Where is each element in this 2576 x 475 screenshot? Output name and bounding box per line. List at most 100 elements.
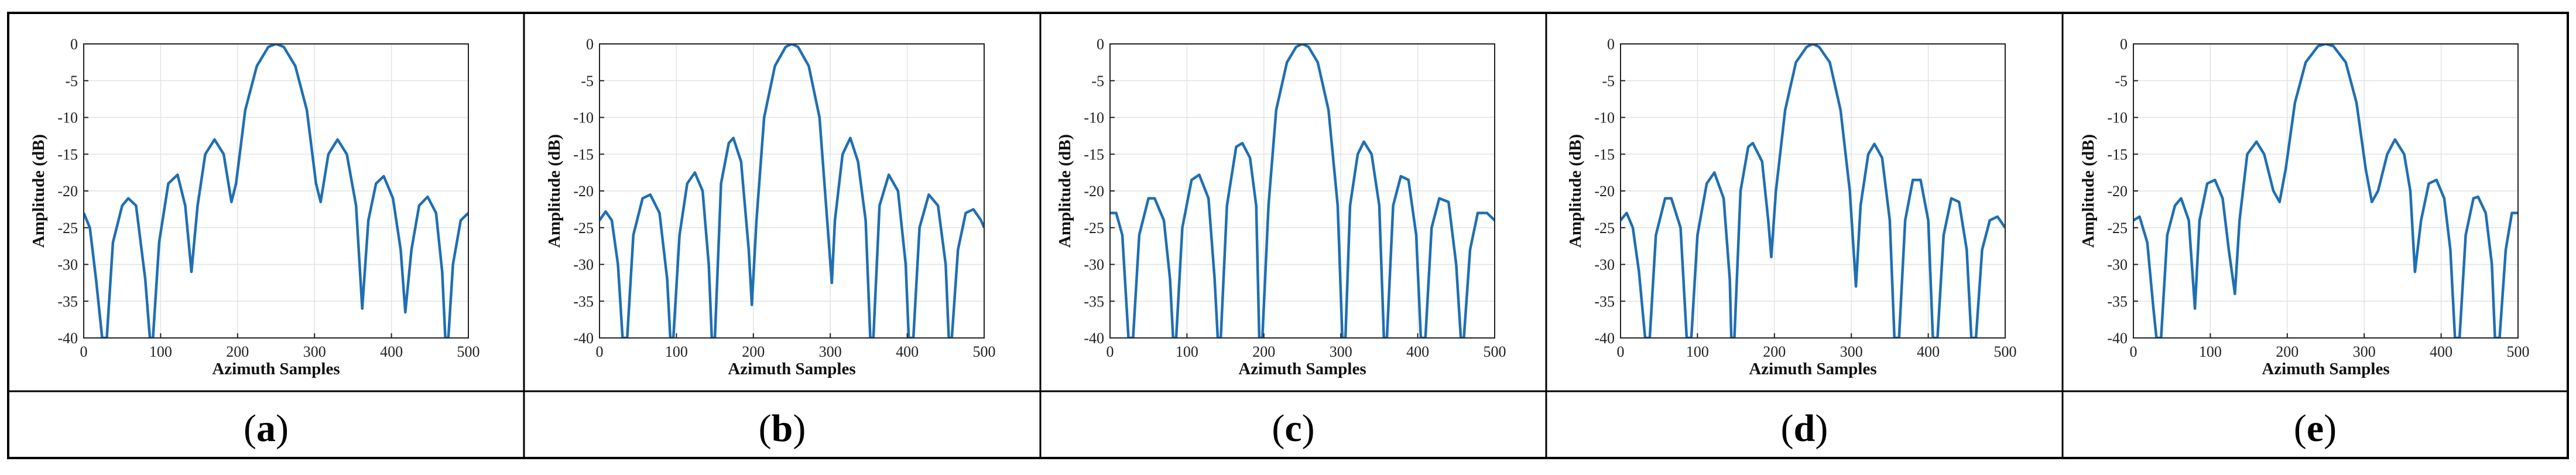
y-axis-label: Amplitude (dB) <box>29 134 48 248</box>
y-tick-label: -10 <box>57 110 78 127</box>
x-tick-label: 300 <box>1330 343 1352 360</box>
table-frame <box>7 12 2569 459</box>
x-tick-label: 500 <box>2507 343 2530 360</box>
panel-label: (e) <box>2294 407 2337 450</box>
y-tick-label: -30 <box>57 257 78 274</box>
panel-label: (a) <box>244 407 289 450</box>
chart-panel-a: 0 100 200 300 400 500 0 -5 -10 -15 -20 -25 -30 -35 -40… <box>29 36 480 450</box>
x-axis-label: Azimuth Samples <box>1238 360 1366 378</box>
data-series-line <box>600 44 984 338</box>
y-tick-label: -15 <box>1594 146 1615 163</box>
panel-label: (c) <box>1272 407 1314 450</box>
x-tick-label: 400 <box>380 343 403 360</box>
y-tick-label: -20 <box>573 183 594 200</box>
y-axis-label: Amplitude (dB) <box>1056 134 1074 248</box>
chart-panel-b: 0 100 200 300 400 500 0 -5 -10 -15 -20 -25 -30 -35 -40… <box>545 36 996 450</box>
panel-label-letter: c <box>1284 407 1301 450</box>
y-tick-label: 0 <box>2120 36 2128 53</box>
y-tick-label: -40 <box>573 330 594 347</box>
y-tick-label: -20 <box>1084 183 1104 200</box>
x-tick-label: 100 <box>665 343 688 360</box>
y-tick-label: -20 <box>2107 183 2128 200</box>
data-series-line <box>1110 44 1495 338</box>
y-tick-label: -15 <box>57 146 78 163</box>
y-tick-label: -15 <box>2107 146 2128 163</box>
y-tick-label: -15 <box>573 146 594 163</box>
x-tick-label: 300 <box>303 343 326 360</box>
x-tick-label: 0 <box>2130 343 2137 360</box>
y-tick-label: 0 <box>70 36 78 53</box>
panel-label-letter: e <box>2307 407 2324 450</box>
x-axis-label: Azimuth Samples <box>1749 360 1876 378</box>
data-series-line <box>84 44 468 338</box>
y-tick-label: -35 <box>57 293 78 310</box>
x-tick-label: 0 <box>80 343 88 360</box>
x-tick-label: 100 <box>149 343 172 360</box>
y-tick-label: -30 <box>573 257 594 274</box>
x-tick-label: 400 <box>1917 343 1940 360</box>
y-tick-label: -20 <box>1594 183 1615 200</box>
data-series-line <box>2133 44 2518 338</box>
panel-label-letter: b <box>772 407 793 450</box>
x-tick-label: 0 <box>1617 343 1625 360</box>
y-tick-label: -5 <box>581 73 594 90</box>
y-tick-label: -25 <box>2107 220 2128 237</box>
y-tick-label: -15 <box>1084 146 1104 163</box>
y-axis-label: Amplitude (dB) <box>545 134 564 248</box>
x-tick-label: 100 <box>1176 343 1198 360</box>
y-tick-label: -5 <box>65 73 78 90</box>
data-series-line <box>1621 44 2005 338</box>
x-tick-label: 300 <box>819 343 842 360</box>
x-axis-label: Azimuth Samples <box>212 360 340 378</box>
y-tick-label: -35 <box>1084 293 1104 310</box>
y-tick-label: -30 <box>1594 257 1615 274</box>
y-tick-label: 0 <box>1607 36 1615 53</box>
y-tick-label: -30 <box>1084 257 1104 274</box>
y-tick-label: -5 <box>1091 73 1104 90</box>
y-tick-label: -35 <box>573 293 594 310</box>
y-tick-label: -5 <box>1602 73 1615 90</box>
y-tick-label: -40 <box>2107 330 2128 347</box>
y-tick-label: -25 <box>1084 220 1104 237</box>
y-tick-label: -10 <box>573 110 594 127</box>
x-tick-label: 0 <box>1107 343 1114 360</box>
x-tick-label: 500 <box>1994 343 2017 360</box>
x-tick-label: 200 <box>1763 343 1786 360</box>
x-tick-label: 100 <box>1686 343 1709 360</box>
x-tick-label: 200 <box>226 343 249 360</box>
chart-panel-c: 0 100 200 300 400 500 0 -5 -10 -15 -20 -25 -30 -35 -40… <box>1056 36 1506 450</box>
panel-label: (b) <box>759 407 806 450</box>
y-axis-label: Amplitude (dB) <box>2079 134 2098 248</box>
x-axis-label: Azimuth Samples <box>728 360 855 378</box>
y-tick-label: -25 <box>1594 220 1615 237</box>
panel-label-letter: d <box>1794 407 1815 450</box>
x-tick-label: 400 <box>896 343 919 360</box>
y-tick-label: -35 <box>1594 293 1615 310</box>
y-tick-label: -40 <box>1594 330 1615 347</box>
y-tick-label: -30 <box>2107 257 2128 274</box>
x-tick-label: 100 <box>2199 343 2222 360</box>
y-tick-label: 0 <box>586 36 594 53</box>
chart-panel-d: 0 100 200 300 400 500 0 -5 -10 -15 -20 -25 -30 -35 -40… <box>1566 36 2017 450</box>
y-axis-label: Amplitude (dB) <box>1566 134 1585 248</box>
y-tick-label: -35 <box>2107 293 2128 310</box>
panel-label-letter: a <box>256 407 276 450</box>
x-tick-label: 400 <box>2430 343 2452 360</box>
y-tick-label: -10 <box>2107 110 2128 127</box>
x-tick-label: 500 <box>1484 343 1506 360</box>
x-axis-label: Azimuth Samples <box>2262 360 2389 378</box>
y-tick-label: -20 <box>57 183 78 200</box>
y-tick-label: -40 <box>57 330 78 347</box>
x-tick-label: 300 <box>1840 343 1863 360</box>
x-tick-label: 400 <box>1406 343 1429 360</box>
y-tick-label: 0 <box>1097 36 1104 53</box>
y-tick-label: -25 <box>57 220 78 237</box>
y-tick-label: -10 <box>1084 110 1104 127</box>
chart-panel-e: 0 100 200 300 400 500 0 -5 -10 -15 -20 -25 -30 -35 -40… <box>2079 36 2530 450</box>
panel-label: (d) <box>1781 407 1828 450</box>
y-tick-label: -5 <box>2115 73 2128 90</box>
x-tick-label: 200 <box>1252 343 1275 360</box>
y-tick-label: -25 <box>573 220 594 237</box>
y-tick-label: -10 <box>1594 110 1615 127</box>
